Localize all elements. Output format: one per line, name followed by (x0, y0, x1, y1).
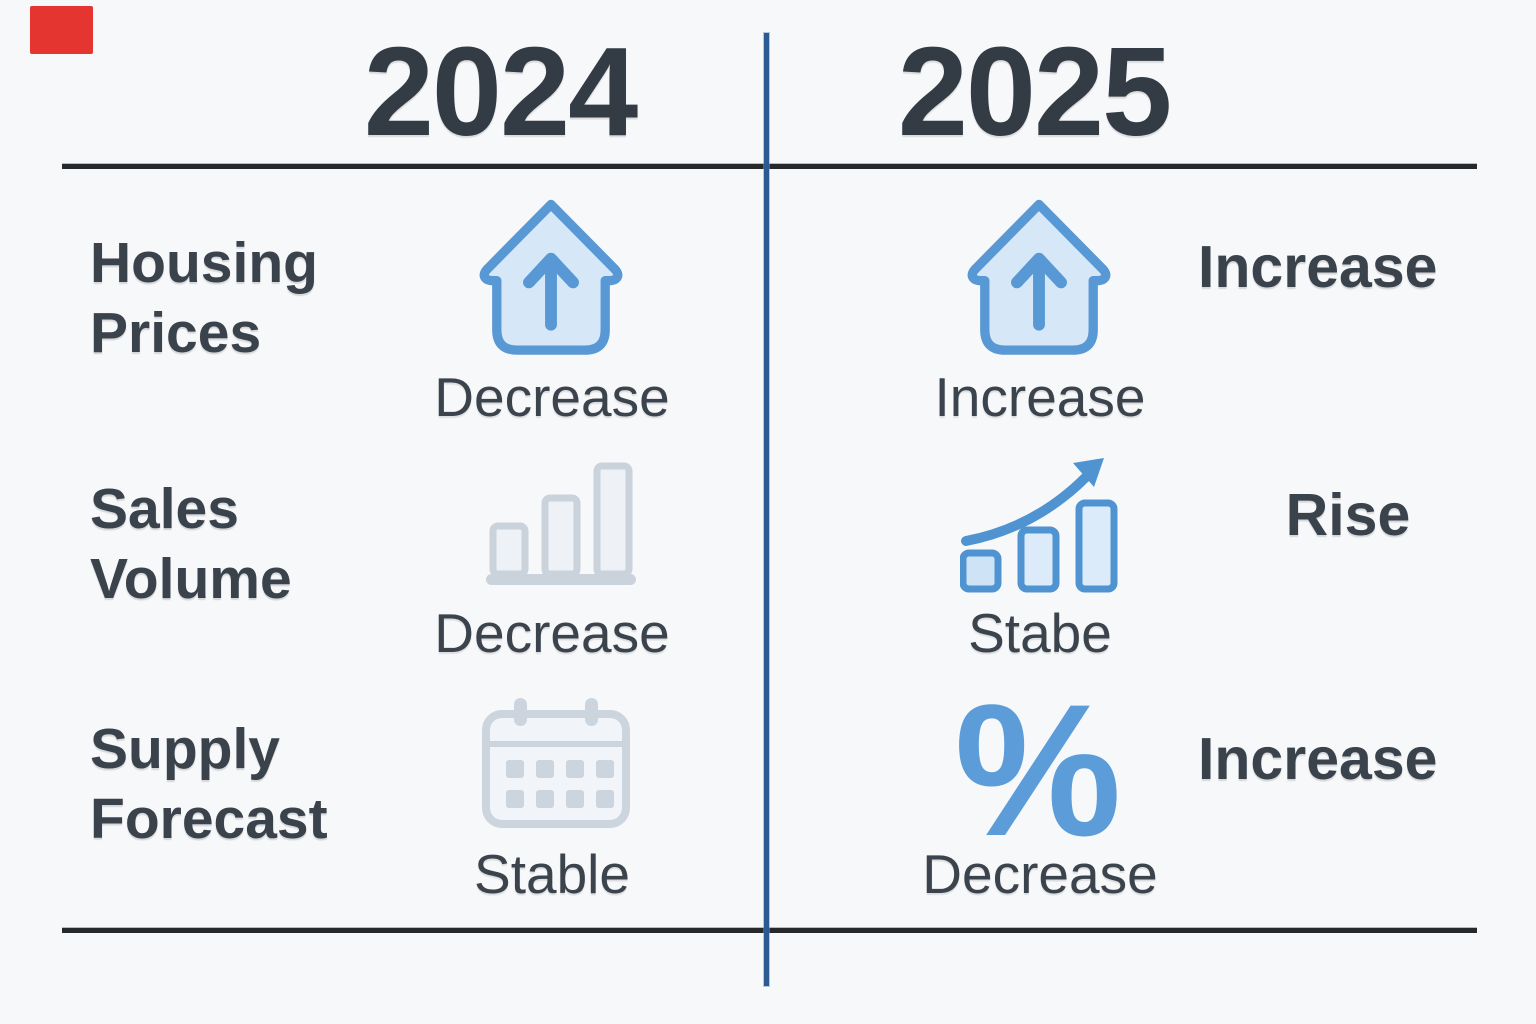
house-arrow-up-icon (954, 196, 1124, 362)
column-divider (764, 33, 769, 986)
side-label-supply-2025: Increase (1198, 726, 1438, 792)
bottom-horizontal-rule (62, 928, 1477, 933)
calendar-icon (480, 696, 632, 830)
caption-housing-2025: Increase (934, 366, 1146, 428)
side-label-housing-2025: Increase (1198, 234, 1438, 300)
house-arrow-up-icon (466, 196, 636, 362)
caption-housing-2024: Decrease (434, 366, 670, 428)
percent-icon: % (954, 665, 1122, 875)
bar-chart-icon (486, 460, 636, 590)
caption-supply-2024: Stable (474, 843, 630, 905)
caption-supply-2025: Decrease (922, 843, 1158, 905)
caption-sales-2024: Decrease (434, 602, 670, 664)
top-horizontal-rule (62, 164, 1477, 169)
row-label-housing-prices: Housing Prices (90, 231, 318, 365)
year-title-2024: 2024 (363, 21, 638, 162)
trend-up-bars-icon (960, 455, 1120, 600)
row-label-sales-volume: Sales Volume (90, 477, 292, 611)
year-title-2025: 2025 (897, 21, 1172, 162)
caption-sales-2025: Stabe (968, 602, 1112, 664)
row-label-supply-forecast: Supply Forecast (90, 717, 328, 851)
red-marker (30, 6, 93, 54)
side-label-sales-2025: Rise (1285, 482, 1411, 548)
